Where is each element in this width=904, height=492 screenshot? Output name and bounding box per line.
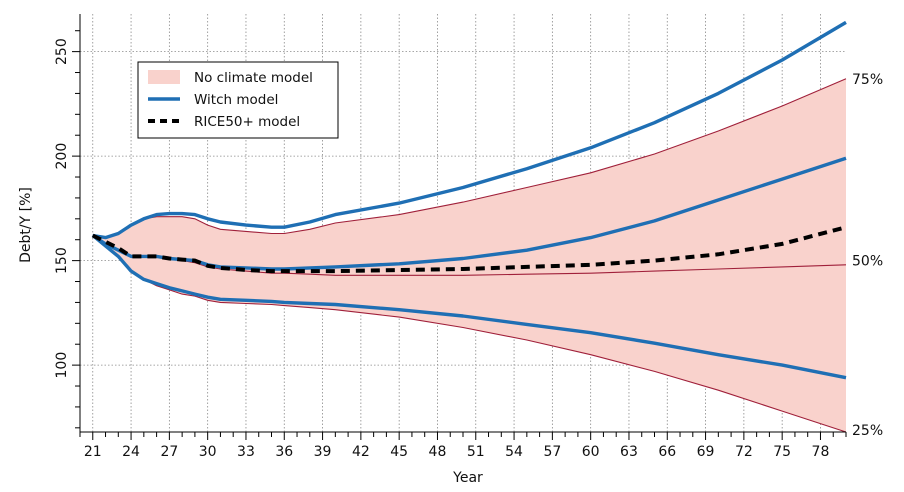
x-tick-label: 54 — [505, 444, 523, 460]
y-tick-label: 100 — [54, 352, 70, 379]
axis-layer: 21 24 27 30 33 36 39 42 45 48 51 54 57 60 63 66 69 72 75 78… — [54, 14, 883, 460]
x-tick-label: 66 — [658, 444, 676, 460]
x-tick-label: 33 — [237, 444, 255, 460]
rice50-median-line — [91, 225, 847, 274]
percentile-label: 75% — [852, 72, 883, 88]
percentile-label: 25% — [852, 423, 883, 439]
x-tick-label: 21 — [84, 444, 102, 460]
x-tick-label: 78 — [812, 444, 830, 460]
legend-swatch-band — [148, 70, 180, 84]
x-tick-label: 27 — [160, 444, 178, 460]
x-tick-label: 63 — [620, 444, 638, 460]
x-tick-label: 36 — [275, 444, 293, 460]
x-tick-label: 75 — [773, 444, 791, 460]
x-tick-label: 57 — [543, 444, 561, 460]
x-tick-label: 30 — [199, 444, 217, 460]
x-tick-label: 51 — [467, 444, 485, 460]
legend: No climate model Witch model RICE50+ model — [137, 61, 339, 139]
x-tick-label: 60 — [582, 444, 600, 460]
witch-lower-line — [91, 234, 847, 380]
x-tick-label: 72 — [735, 444, 753, 460]
line-layer — [91, 20, 847, 433]
x-tick-label: 48 — [429, 444, 447, 460]
x-tick-label: 39 — [314, 444, 332, 460]
y-tick-label: 200 — [54, 143, 70, 170]
witch-median-line — [91, 156, 847, 271]
y-axis-label: Debt/Y [%] — [18, 187, 34, 263]
x-tick-label: 24 — [122, 444, 140, 460]
y-tick-label: 150 — [54, 247, 70, 274]
x-tick-label: 42 — [352, 444, 370, 460]
legend-label: RICE50+ model — [194, 114, 300, 130]
legend-label: Witch model — [194, 92, 278, 108]
y-tick-label: 250 — [54, 38, 70, 65]
x-tick-label: 45 — [390, 444, 408, 460]
legend-label: No climate model — [194, 70, 313, 86]
percentile-label: 50% — [852, 254, 883, 270]
x-axis-label: Year — [452, 470, 483, 486]
x-tick-label: 69 — [697, 444, 715, 460]
witch-upper-line — [92, 20, 847, 240]
